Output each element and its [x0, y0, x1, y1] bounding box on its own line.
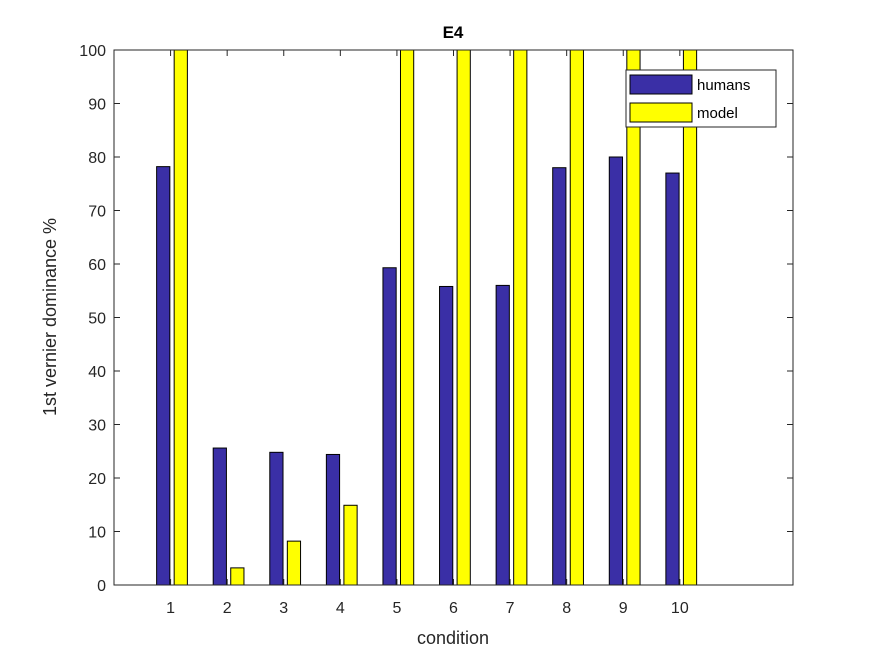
bar-model-9	[626, 49, 641, 586]
bar-model-10	[682, 49, 698, 586]
bar-model-4	[343, 504, 358, 586]
y-tick-label: 0	[97, 578, 106, 595]
bar-humans-2	[212, 447, 227, 586]
bar-humans-6	[439, 285, 454, 586]
y-tick-label: 20	[88, 471, 106, 488]
bar-model-5	[399, 49, 415, 586]
x-tick-label: 6	[449, 600, 458, 617]
y-tick-label: 80	[88, 150, 106, 167]
legend-label-model: model	[697, 105, 738, 122]
x-tick-label: 3	[279, 600, 288, 617]
bar-model-2	[230, 567, 245, 586]
bar-humans-1	[156, 166, 171, 586]
legend-label-humans: humans	[697, 77, 750, 94]
bar-model-7	[513, 49, 528, 586]
x-axis: 1 2 3 4 5 6 7 8 9 10	[166, 50, 689, 617]
bar-humans-3	[269, 451, 284, 586]
legend-swatch-model	[629, 102, 693, 123]
y-tick-label: 50	[88, 311, 106, 328]
y-tick-label: 100	[79, 43, 106, 60]
bar-model-8	[569, 49, 584, 586]
x-tick-label: 4	[336, 600, 345, 617]
y-axis-title: 1st vernier dominance %	[40, 218, 60, 416]
x-tick-label: 10	[671, 600, 689, 617]
x-tick-label: 8	[562, 600, 571, 617]
bar-humans-7	[495, 284, 510, 586]
legend: humans model	[625, 69, 777, 128]
y-tick-label: 10	[88, 525, 106, 542]
y-tick-label: 40	[88, 364, 106, 381]
y-tick-label: 30	[88, 418, 106, 435]
x-tick-label: 2	[223, 600, 232, 617]
bar-humans-5	[382, 267, 397, 586]
chart-title: E4	[443, 23, 464, 42]
bars-group	[156, 49, 698, 586]
y-tick-label: 60	[88, 257, 106, 274]
plot-background	[114, 50, 793, 585]
y-tick-label: 90	[88, 97, 106, 114]
bar-humans-9	[608, 156, 624, 586]
legend-swatch-humans	[629, 74, 693, 95]
bar-model-1	[173, 49, 188, 586]
x-tick-label: 9	[619, 600, 628, 617]
bar-model-3	[286, 540, 302, 586]
bar-humans-8	[552, 167, 567, 586]
y-axis: 0 10 20 30 40 50 60 70 80 90 100	[79, 43, 793, 595]
bar-humans-10	[665, 172, 680, 586]
bar-humans-4	[325, 453, 341, 586]
bar-model-6	[456, 49, 471, 586]
x-tick-label: 5	[392, 600, 401, 617]
x-axis-title: condition	[417, 628, 489, 648]
y-tick-label: 70	[88, 204, 106, 221]
x-tick-label: 7	[506, 600, 515, 617]
x-tick-label: 1	[166, 600, 175, 617]
